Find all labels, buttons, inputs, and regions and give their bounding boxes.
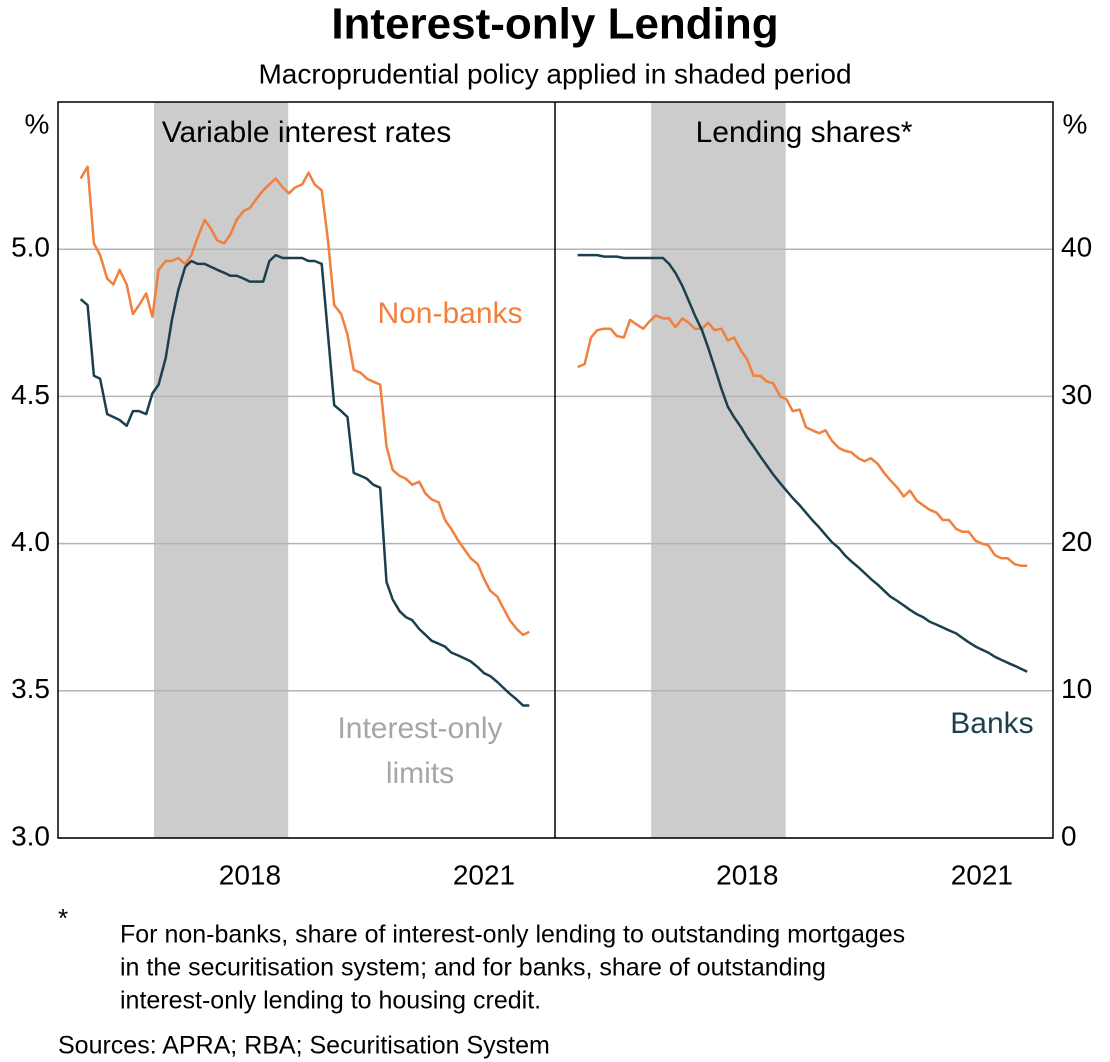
y-tick-label: 4.0 [11, 526, 50, 557]
y-tick-label: 0 [1061, 820, 1077, 851]
y-axis-unit: % [25, 108, 50, 139]
series-line [577, 314, 1028, 567]
series-line [79, 253, 530, 707]
x-tick-label: 2018 [716, 859, 778, 890]
x-tick-label: 2018 [219, 859, 281, 890]
shaded-label: limits [386, 757, 454, 790]
y-tick-label: 3.5 [11, 673, 50, 704]
x-tick-label: 2021 [951, 859, 1013, 890]
series-line [79, 165, 530, 637]
sources: Sources: APRA; RBA; Securitisation Syste… [58, 1032, 550, 1060]
series-label: Non-banks [377, 297, 522, 330]
footnote-line: in the securitisation system; and for ba… [120, 954, 826, 982]
y-tick-label: 3.0 [11, 820, 50, 851]
shaded-label: Interest-only [337, 712, 502, 745]
shaded-period [153, 102, 289, 838]
shaded-period [651, 102, 786, 838]
x-tick-label: 2021 [453, 859, 515, 890]
footnote-line: interest-only lending to housing credit. [120, 987, 541, 1015]
y-tick-label: 40 [1061, 232, 1092, 263]
footnote-line: For non-banks, share of interest-only le… [120, 921, 905, 949]
panel-title: Variable interest rates [162, 116, 452, 149]
footnote-marker: * [58, 903, 68, 933]
chart-subtitle: Macroprudential policy applied in shaded… [258, 58, 851, 89]
y-axis-unit: % [1063, 108, 1088, 139]
series-label: Banks [950, 707, 1033, 740]
y-tick-label: 10 [1061, 673, 1092, 704]
chart-title: Interest-only Lending [331, 0, 778, 49]
y-tick-label: 4.5 [11, 379, 50, 410]
y-tick-label: 5.0 [11, 232, 50, 263]
panel-title: Lending shares* [696, 116, 913, 149]
y-tick-label: 20 [1061, 526, 1092, 557]
series-line [577, 253, 1028, 673]
y-tick-label: 30 [1061, 379, 1092, 410]
